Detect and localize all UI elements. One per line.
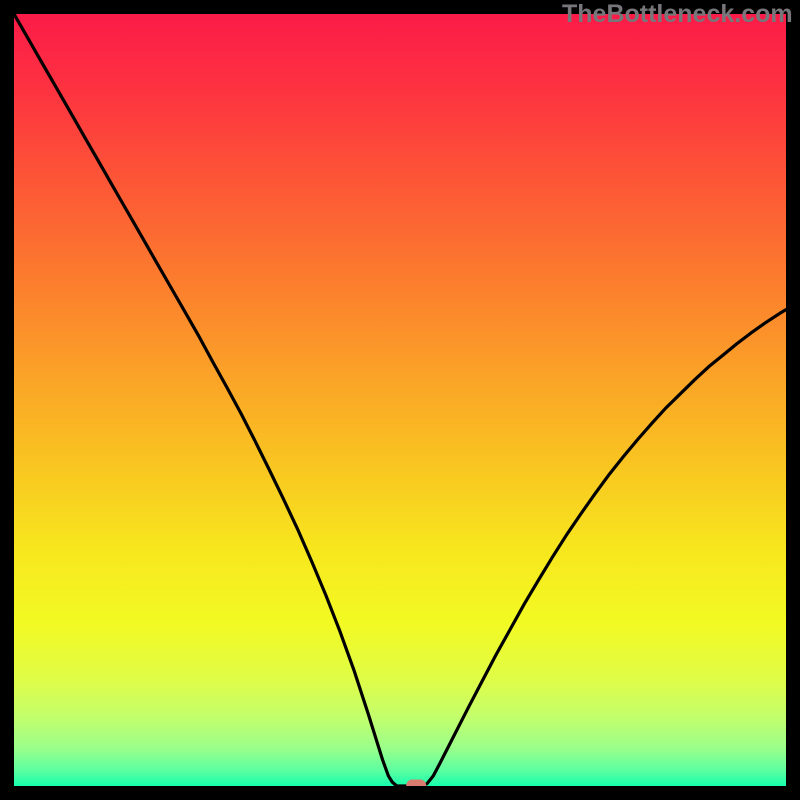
plot-svg xyxy=(14,14,786,786)
optimum-marker xyxy=(406,780,426,787)
gradient-background xyxy=(14,14,786,786)
frame-right xyxy=(786,0,800,800)
frame-left xyxy=(0,0,14,800)
watermark-text: TheBottleneck.com xyxy=(562,0,793,29)
plot-area xyxy=(14,14,786,786)
frame-bottom xyxy=(0,786,800,800)
